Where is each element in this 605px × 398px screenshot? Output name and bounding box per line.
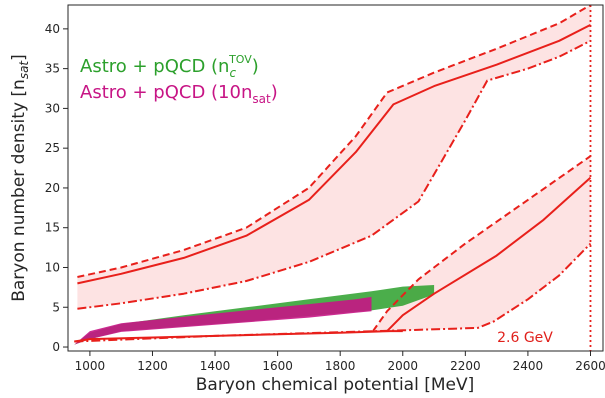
x-tick-label: 1400 — [200, 359, 231, 373]
y-axis: 0 5 10 15 20 25 30 35 40 — [45, 22, 68, 354]
x-axis-label: Baryon chemical potential [MeV] — [196, 375, 475, 395]
magenta-scatter-region — [74, 296, 372, 345]
lower-solid-line — [386, 176, 592, 332]
annotation-2-6-gev: 2.6 GeV — [497, 330, 553, 346]
upper-dashdot-line — [77, 39, 591, 310]
x-tick-label: 2000 — [387, 359, 418, 373]
y-tick-label: 35 — [45, 62, 60, 76]
y-axis-label: Baryon number density [nsat] — [9, 54, 31, 302]
x-tick-label: 1000 — [75, 359, 106, 373]
x-tick-label: 1200 — [137, 359, 168, 373]
upper-solid-line — [77, 24, 591, 285]
legend-entry-magenta: Astro + pQCD (10nsat) — [80, 82, 278, 106]
y-tick-label: 25 — [45, 141, 60, 155]
y-tick-label: 30 — [45, 101, 60, 115]
legend: Astro + pQCD (ncTOV) Astro + pQCD (10nsa… — [80, 53, 278, 106]
y-tick-label: 15 — [45, 221, 60, 235]
y-tick-label: 0 — [52, 340, 60, 354]
x-tick-label: 2200 — [450, 359, 481, 373]
x-tick-label: 2600 — [575, 359, 605, 373]
plot-frame — [67, 4, 604, 352]
lower-band-fill — [74, 156, 591, 342]
x-tick-label: 2400 — [513, 359, 544, 373]
x-tick-label: 1800 — [325, 359, 356, 373]
plot-area — [74, 5, 592, 351]
upper-band-fill — [77, 5, 591, 309]
y-tick-label: 20 — [45, 181, 60, 195]
y-tick-label: 10 — [45, 260, 60, 274]
x-tick-label: 1600 — [262, 359, 293, 373]
upper-dashed-line — [77, 5, 592, 278]
y-tick-label: 40 — [45, 22, 60, 36]
x-axis: 1000 1200 1400 1600 1800 2000 2200 2400 2600 — [75, 351, 605, 373]
lower-dashdot-line — [74, 242, 592, 343]
legend-entry-green: Astro + pQCD (ncTOV) — [80, 53, 259, 80]
y-tick-label: 5 — [52, 300, 60, 314]
